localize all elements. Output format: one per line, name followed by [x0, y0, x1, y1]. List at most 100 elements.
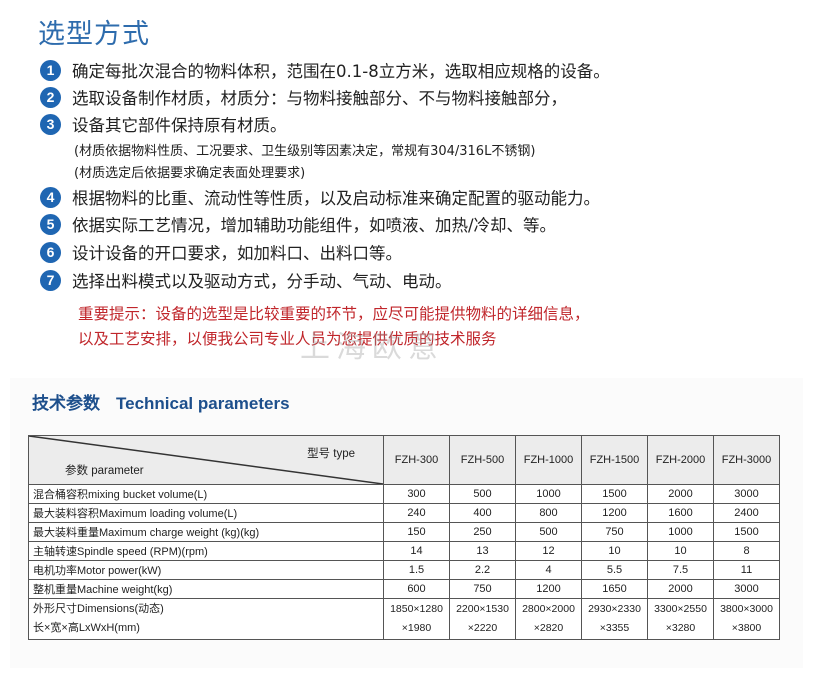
param-value: 1000: [515, 484, 582, 504]
selection-step: 4 根据物料的比重、流动性等性质，以及启动标准来确定配置的驱动能力。: [40, 185, 600, 209]
table-row: 主轴转速Spindle speed (RPM)(rpm) 14 13 12 10 10 8: [28, 541, 780, 561]
dims-value-line2: ×2220: [467, 622, 498, 634]
step-number-badge: 3: [40, 113, 61, 135]
page-title: 选型方式: [38, 19, 150, 50]
step-text: 依据实际工艺情况，增加辅助功能组件，如喷液、加热/冷却、等。: [72, 216, 557, 235]
step-number-badge: 6: [40, 241, 61, 263]
table-row-dimensions: 外形尺寸Dimensions(动态) 长×宽×高LxWxH(mm) 1850×128…: [28, 598, 780, 640]
param-value: 400: [449, 503, 516, 523]
selection-step: 7 选择出料模式以及驱动方式，分手动、气动、电动。: [40, 268, 452, 292]
step-number-badge: 2: [40, 86, 61, 108]
param-value: 1200: [515, 579, 582, 599]
dims-value: 2200×1530 ×2220: [449, 598, 516, 640]
selection-step: 6 设计设备的开口要求，如加料口、出料口等。: [40, 240, 402, 264]
dims-value: 3300×2550 ×3280: [647, 598, 714, 640]
param-value: 12: [515, 541, 582, 561]
table-row: 整机重量Machine weight(kg) 600 750 1200 1650 2000…: [28, 579, 780, 599]
param-value: 300: [383, 484, 450, 504]
type-header: 型号 type: [307, 448, 355, 460]
model-header: FZH-300: [383, 435, 450, 485]
param-value: 150: [383, 522, 450, 542]
param-value: 500: [515, 522, 582, 542]
dims-value-line1: 3300×2550: [654, 603, 707, 615]
dims-value-line1: 2930×2330: [588, 603, 641, 615]
dims-value: 3800×3000 ×3800: [713, 598, 780, 640]
param-value: 1600: [647, 503, 714, 523]
param-value: 1650: [581, 579, 648, 599]
selection-step: 2 选取设备制作材质，材质分：与物料接触部分、不与物料接触部分，: [40, 85, 567, 109]
dims-label-1: 外形尺寸Dimensions(动态): [33, 603, 164, 615]
step-number-badge: 4: [40, 186, 61, 208]
param-label: 电机功率Motor power(kW): [28, 560, 384, 580]
step-number-badge: 7: [40, 269, 61, 291]
param-label: 混合桶容积mixing bucket volume(L): [28, 484, 384, 504]
param-value: 240: [383, 503, 450, 523]
param-value: 5.5: [581, 560, 648, 580]
model-header: FZH-1000: [515, 435, 582, 485]
dims-value: 1850×1280 ×1980: [383, 598, 450, 640]
tip-line-2: 以及工艺安排，以便我公司专业人员为您提供优质的技术服务: [78, 330, 497, 348]
dims-value-line2: ×3280: [665, 622, 696, 634]
param-value: 1.5: [383, 560, 450, 580]
param-label: 最大装料重量Maximum charge weight (kg)(kg): [28, 522, 384, 542]
model-header: FZH-1500: [581, 435, 648, 485]
dims-value-line1: 3800×3000: [720, 603, 773, 615]
tech-title-en: Technical parameters: [116, 394, 290, 413]
step-text: 设计设备的开口要求，如加料口、出料口等。: [72, 244, 402, 263]
step-text: 设备其它部件保持原有材质。: [72, 116, 287, 135]
param-value: 800: [515, 503, 582, 523]
param-value: 3000: [713, 579, 780, 599]
step-number-badge: 1: [40, 59, 61, 81]
param-value: 1000: [647, 522, 714, 542]
watermark: 上海欧意: [300, 330, 444, 365]
dims-value-line2: ×2820: [533, 622, 564, 634]
param-value: 4: [515, 560, 582, 580]
param-value: 8: [713, 541, 780, 561]
model-header: FZH-3000: [713, 435, 780, 485]
param-label: 外形尺寸Dimensions(动态) 长×宽×高LxWxH(mm): [28, 598, 384, 640]
step-text: 选取设备制作材质，材质分：与物料接触部分、不与物料接触部分，: [72, 89, 567, 108]
table-row: 电机功率Motor power(kW) 1.5 2.2 4 5.5 7.5 11: [28, 560, 780, 580]
param-label: 最大装料容积Maximum loading volume(L): [28, 503, 384, 523]
model-header: FZH-500: [449, 435, 516, 485]
param-value: 500: [449, 484, 516, 504]
dims-value-line1: 1850×1280: [390, 603, 443, 615]
param-value: 600: [383, 579, 450, 599]
param-value: 2000: [647, 579, 714, 599]
dims-value: 2800×2000 ×2820: [515, 598, 582, 640]
tech-title: 技术参数 Technical parameters: [32, 389, 306, 414]
param-value: 250: [449, 522, 516, 542]
param-value: 1500: [713, 522, 780, 542]
step-text: 选择出料模式以及驱动方式，分手动、气动、电动。: [72, 272, 452, 291]
dims-value-line1: 2200×1530: [456, 603, 509, 615]
dims-value-line2: ×3355: [599, 622, 630, 634]
param-value: 3000: [713, 484, 780, 504]
selection-step: 3 设备其它部件保持原有材质。: [40, 112, 287, 136]
param-value: 1500: [581, 484, 648, 504]
param-value: 1200: [581, 503, 648, 523]
table-row: 混合桶容积mixing bucket volume(L) 300 500 1000 15…: [28, 484, 780, 504]
table-row: 最大装料容积Maximum loading volume(L) 240 400 800…: [28, 503, 780, 523]
tip-line-1: 重要提示：设备的选型是比较重要的环节，应尽可能提供物料的详细信息，: [78, 305, 590, 323]
dims-value-line1: 2800×2000: [522, 603, 575, 615]
param-value: 750: [581, 522, 648, 542]
dims-value-line2: ×1980: [401, 622, 432, 634]
material-note: (材质依据物料性质、工况要求、卫生级别等因素决定，常规有304/316L不锈钢): [74, 144, 536, 159]
tech-table: 型号 type 参数 parameter FZH-300 FZH-500 FZH-1…: [28, 435, 780, 640]
surface-note: (材质选定后依据要求确定表面处理要求): [74, 166, 306, 181]
table-row: 最大装料重量Maximum charge weight (kg)(kg) 150 2…: [28, 522, 780, 542]
param-value: 13: [449, 541, 516, 561]
param-value: 2.2: [449, 560, 516, 580]
selection-step: 1 确定每批次混合的物料体积，范围在0.1-8立方米，选取相应规格的设备。: [40, 58, 610, 82]
param-label: 主轴转速Spindle speed (RPM)(rpm): [28, 541, 384, 561]
param-value: 11: [713, 560, 780, 580]
selection-step: 5 依据实际工艺情况，增加辅助功能组件，如喷液、加热/冷却、等。: [40, 212, 556, 236]
param-value: 10: [647, 541, 714, 561]
dims-value: 2930×2330 ×3355: [581, 598, 648, 640]
param-label: 整机重量Machine weight(kg): [28, 579, 384, 599]
param-value: 14: [383, 541, 450, 561]
diagonal-line: [29, 436, 383, 484]
param-value: 750: [449, 579, 516, 599]
dims-value-line2: ×3800: [731, 622, 762, 634]
diagonal-header-cell: 型号 type 参数 parameter: [28, 435, 384, 485]
